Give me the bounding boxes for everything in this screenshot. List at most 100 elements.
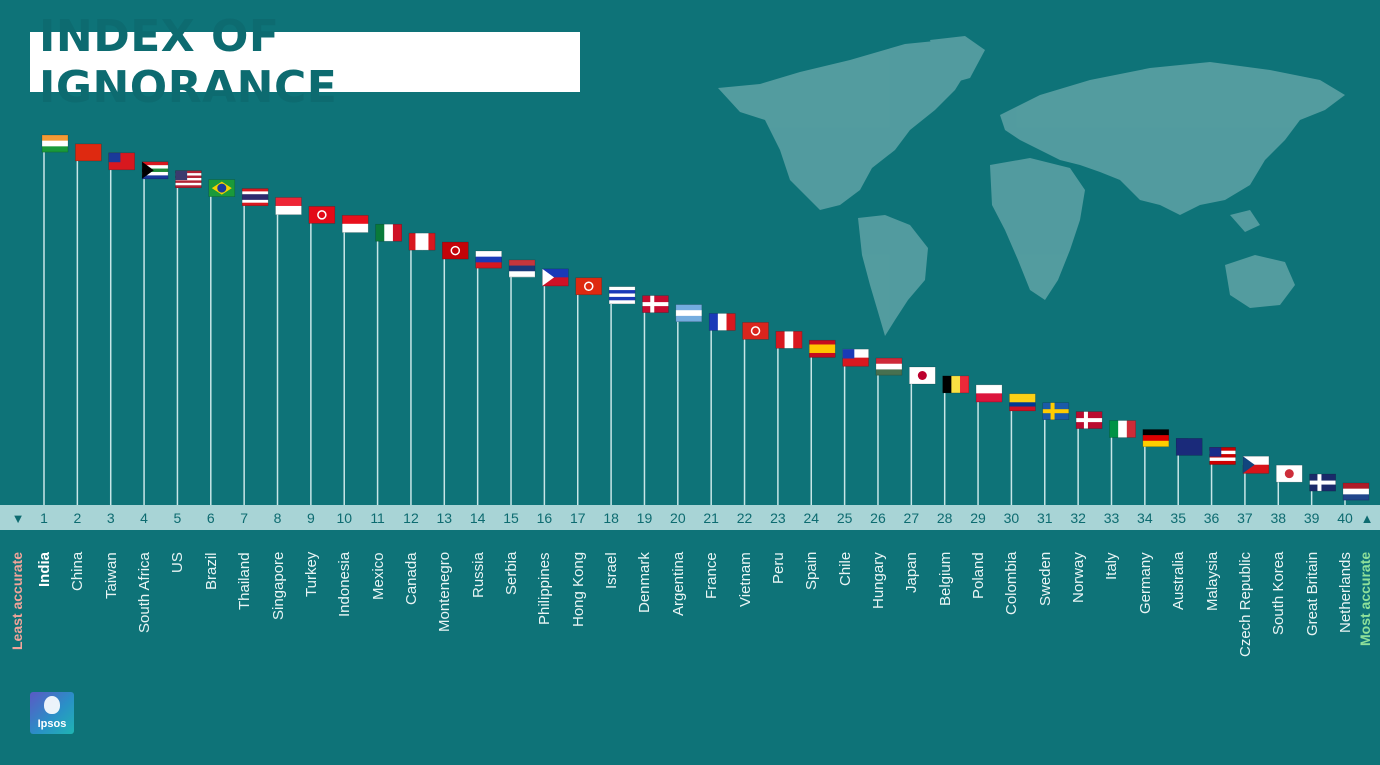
rank-label: 1 — [40, 510, 48, 526]
rank-label: 4 — [140, 510, 148, 526]
country-label: Turkey — [302, 551, 320, 597]
belgium-flag-icon — [942, 375, 969, 394]
rank-label: 31 — [1037, 510, 1053, 526]
us-flag-icon — [175, 170, 202, 188]
rank-label: 32 — [1070, 510, 1086, 526]
vietnam-flag-icon — [742, 322, 769, 340]
country-label: Spain — [803, 551, 821, 590]
country-label: Colombia — [1003, 551, 1021, 615]
south-africa-flag-icon — [141, 161, 169, 180]
country-label: Montenegro — [436, 551, 454, 632]
rank-label: 10 — [336, 510, 352, 526]
page-title: INDEX OF IGNORANCE — [39, 11, 338, 113]
rank-label: 23 — [770, 510, 786, 526]
rank-label: 5 — [174, 510, 182, 526]
country-label: China — [69, 551, 87, 591]
rank-label: 33 — [1104, 510, 1120, 526]
country-label: Peru — [769, 552, 787, 584]
country-label: Italy — [1103, 552, 1121, 580]
philippines-flag-icon — [542, 268, 569, 287]
great-britain-flag-icon — [1309, 473, 1336, 492]
least-accurate-label: Least accurate — [9, 551, 25, 650]
ipsos-logo: Ipsos — [30, 692, 74, 734]
country-label: Canada — [402, 552, 420, 605]
mexico-flag-icon — [375, 223, 402, 242]
world-map-icon — [718, 36, 1345, 336]
china-flag-icon — [75, 143, 102, 162]
rank-label: 20 — [670, 510, 686, 526]
spain-flag-icon — [808, 339, 836, 358]
netherlands-flag-icon — [1342, 482, 1370, 501]
rank-label: 3 — [107, 510, 115, 526]
colombia-flag-icon — [1009, 393, 1036, 412]
hong-kong-flag-icon — [575, 277, 603, 296]
right-marker: ▲ — [1361, 511, 1374, 526]
country-label: Denmark — [636, 552, 654, 613]
india-flag-icon — [41, 134, 69, 153]
germany-flag-icon — [1142, 429, 1170, 447]
country-label: Czech Republic — [1236, 551, 1254, 657]
country-label: US — [169, 552, 187, 573]
australia-flag-icon — [1175, 438, 1203, 456]
country-label: Thailand — [236, 552, 254, 610]
poland-flag-icon — [975, 384, 1003, 403]
country-label: Poland — [970, 552, 988, 599]
rank-label: 25 — [837, 510, 853, 526]
country-label: Norway — [1070, 552, 1088, 603]
country-label: Israel — [603, 552, 621, 589]
country-label: Malaysia — [1203, 551, 1221, 611]
brazil-flag-icon — [208, 179, 236, 197]
country-label: Vietnam — [736, 552, 754, 607]
montenegro-flag-icon — [442, 241, 469, 260]
country-label: Japan — [903, 552, 921, 593]
italy-flag-icon — [1109, 420, 1136, 438]
country-label: Indonesia — [336, 551, 354, 617]
ipsos-logo-mark — [44, 696, 60, 714]
country-label: Australia — [1170, 551, 1188, 610]
rank-label: 12 — [403, 510, 419, 526]
rank-label: 35 — [1170, 510, 1186, 526]
rank-label: 2 — [73, 510, 81, 526]
rank-label: 28 — [937, 510, 953, 526]
country-label: Mexico — [369, 552, 387, 600]
taiwan-flag-icon — [108, 152, 136, 171]
rank-label: 14 — [470, 510, 486, 526]
chile-flag-icon — [842, 348, 869, 367]
country-label: Taiwan — [102, 552, 120, 599]
country-label: Singapore — [269, 551, 287, 620]
country-label: Sweden — [1036, 551, 1054, 606]
country-label: South Africa — [136, 552, 154, 633]
rank-label: 19 — [637, 510, 653, 526]
rank-label: 24 — [803, 510, 819, 526]
norway-flag-icon — [1075, 411, 1103, 429]
rank-label: 27 — [904, 510, 920, 526]
rank-label: 6 — [207, 510, 215, 526]
rank-label: 37 — [1237, 510, 1253, 526]
rank-label: 13 — [437, 510, 453, 526]
canada-flag-icon — [408, 232, 436, 251]
hungary-flag-icon — [875, 357, 903, 376]
rank-label: 18 — [603, 510, 619, 526]
axis-band — [0, 505, 1380, 530]
rank-label: 21 — [703, 510, 719, 526]
ipsos-logo-text: Ipsos — [37, 718, 67, 730]
country-label: Brazil — [202, 552, 220, 590]
country-label: Russia — [469, 552, 487, 598]
rank-label: 15 — [503, 510, 519, 526]
rank-label: 30 — [1004, 510, 1020, 526]
serbia-flag-icon — [508, 259, 536, 278]
rank-label: 29 — [970, 510, 986, 526]
country-label: South Korea — [1270, 551, 1288, 635]
title-box: INDEX OF IGNORANCE — [30, 11, 580, 113]
rank-label: 22 — [737, 510, 753, 526]
country-label: France — [703, 552, 721, 599]
country-label: India — [36, 551, 53, 587]
rank-label: 8 — [274, 510, 282, 526]
country-label: Serbia — [503, 551, 521, 595]
denmark-flag-icon — [642, 295, 669, 313]
russia-flag-icon — [475, 250, 502, 269]
rank-label: 34 — [1137, 510, 1153, 526]
most-accurate-label: Most accurate — [1357, 551, 1373, 646]
rank-label: 40 — [1337, 510, 1353, 526]
